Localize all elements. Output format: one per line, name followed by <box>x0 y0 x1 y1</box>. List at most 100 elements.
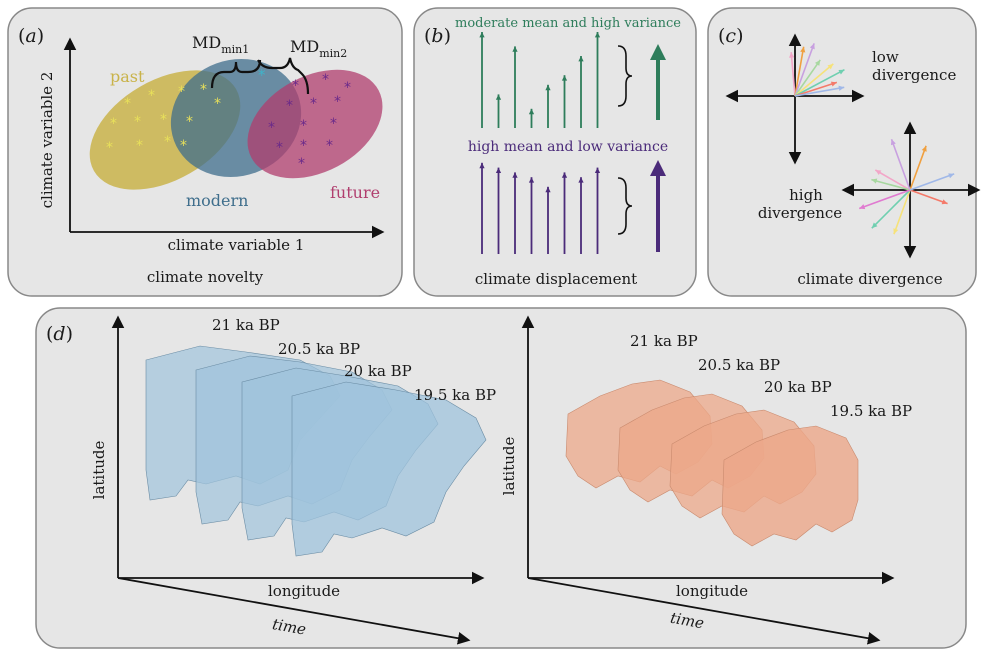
panel-b-caption: climate displacement <box>475 270 637 288</box>
past-star: * <box>214 96 221 112</box>
past-stars: * * * * * * * * * * * * * <box>106 82 221 156</box>
past-star: * <box>160 112 167 128</box>
panel-c-high-vector-head <box>890 139 896 146</box>
panel-c-high-label-2: divergence <box>758 204 842 222</box>
panel-b: (b) moderate mean and high variance high… <box>413 7 697 297</box>
panel-c-high-vector <box>890 138 911 191</box>
panel-d-left-lat-label: latitude <box>90 441 108 500</box>
na-slice-label-4: 19.5 ka BP <box>414 386 496 404</box>
panel-b-bottom-vector-head <box>578 177 584 183</box>
past-star: * <box>200 82 207 98</box>
panel-b-top-vector-head <box>578 56 584 62</box>
panel-c-low-vector-head <box>827 63 834 70</box>
past-star: * <box>136 138 143 154</box>
eu-slice-label-3: 20 ka BP <box>764 378 832 396</box>
past-star: * <box>180 138 187 154</box>
europe-slices <box>565 379 859 547</box>
past-star: * <box>106 140 113 156</box>
future-star: * <box>300 138 307 154</box>
past-star: * <box>186 114 193 130</box>
panel-c-high-vector <box>909 173 955 191</box>
future-star: * <box>276 140 283 156</box>
md-min1-label: MDmin1 <box>192 33 249 56</box>
panel-c-high-vector-head <box>941 199 948 205</box>
panel-a-tag: (a) <box>18 25 44 47</box>
panel-b-bottom-label: high mean and low variance <box>468 139 668 155</box>
panel-b-bottom-vectors <box>479 162 601 254</box>
panel-d: (d) latitude longitude time 21 ka BP 20.… <box>35 307 967 649</box>
panel-a-x-axis-label: climate variable 1 <box>168 236 305 254</box>
panel-b-tag: (b) <box>424 25 451 47</box>
panel-c-caption: climate divergence <box>797 270 942 288</box>
panel-c-high-vector <box>871 189 911 229</box>
future-ellipse <box>247 69 383 179</box>
past-star: * <box>148 88 155 104</box>
panel-c: (c) low divergence high divergence clima… <box>707 7 981 297</box>
panel-c-low-vector-head <box>830 81 837 87</box>
panel-a: (a) climate variable 2 climate variable … <box>7 7 403 297</box>
panel-c-frame <box>707 7 977 297</box>
panel-b-bottom-vector-head <box>528 177 535 183</box>
panel-d-left-time-axis <box>117 577 471 645</box>
past-star: * <box>124 96 131 112</box>
panel-b-top-brace <box>617 45 633 107</box>
past-star: * <box>134 114 141 130</box>
panel-c-low-vector <box>794 59 821 97</box>
panel-c-high-vector <box>858 189 911 210</box>
past-star: * <box>164 134 171 150</box>
panel-c-high-vector <box>909 145 927 191</box>
panel-b-bottom-summary-arrowhead <box>650 160 666 176</box>
panel-c-high-vector <box>893 189 911 235</box>
panel-b-top-summary-arrowhead <box>650 44 666 60</box>
panel-b-bottom-vector-head <box>512 172 518 178</box>
eu-slice-4 <box>721 425 859 547</box>
future-star: * <box>298 156 305 172</box>
future-star: * <box>344 80 351 96</box>
panel-c-low-vector-head <box>800 46 806 53</box>
panel-c-low-vector <box>794 69 845 97</box>
panel-c-high-label-1: high <box>789 186 823 204</box>
panel-b-bottom-vector-head <box>545 186 551 193</box>
panel-c-low-vectors <box>789 43 845 97</box>
eu-slice-label-4: 19.5 ka BP <box>830 402 912 420</box>
panel-b-top-vector-head <box>545 84 551 91</box>
modern-star: * <box>258 66 266 84</box>
panel-c-low-vector-head <box>815 59 821 66</box>
future-star: * <box>334 94 341 110</box>
panel-c-high-vector-head <box>948 173 955 179</box>
panel-d-right-time-label: time <box>669 609 706 633</box>
panel-d-tag: (d) <box>46 323 73 345</box>
na-slice-label-1: 21 ka BP <box>212 316 280 334</box>
panel-a-y-axis-label: climate variable 2 <box>38 72 56 209</box>
panel-b-bottom-vector-head <box>479 162 485 169</box>
panel-b-top-label: moderate mean and high variance <box>455 16 681 31</box>
panel-c-tag: (c) <box>718 25 744 47</box>
panel-c-high-vector-head <box>871 178 878 184</box>
future-star: * <box>300 118 307 134</box>
eu-slice-label-1: 21 ka BP <box>630 332 698 350</box>
future-star: * <box>330 116 337 132</box>
panel-d-right-time-axis <box>527 577 881 645</box>
panel-c-low-vector <box>794 63 834 97</box>
panel-b-top-vector-head <box>561 75 568 81</box>
panel-c-low-vector-head <box>809 43 815 50</box>
future-star: * <box>286 98 293 114</box>
panel-c-high-vectors <box>858 138 955 235</box>
north-america-slices <box>145 345 487 557</box>
panel-c-low-vector <box>794 46 805 97</box>
panel-c-high-vector <box>871 178 911 191</box>
modern-label: modern <box>186 191 248 210</box>
past-star: * <box>110 116 117 132</box>
panel-b-bottom-vector-head <box>495 167 502 174</box>
panel-b-bottom-vector-head <box>561 172 568 178</box>
panel-c-high-vector <box>909 189 948 205</box>
panel-d-left-time-label: time <box>271 615 308 639</box>
panel-c-high-vector-head <box>921 145 927 152</box>
panel-c-low-vector <box>794 81 838 97</box>
past-label: past <box>110 67 145 86</box>
na-slice-4 <box>291 381 487 557</box>
panel-b-top-vector-head <box>512 46 518 52</box>
panel-c-low-label-1: low <box>872 48 899 66</box>
past-star: * <box>178 84 185 100</box>
future-star: * <box>310 96 317 112</box>
